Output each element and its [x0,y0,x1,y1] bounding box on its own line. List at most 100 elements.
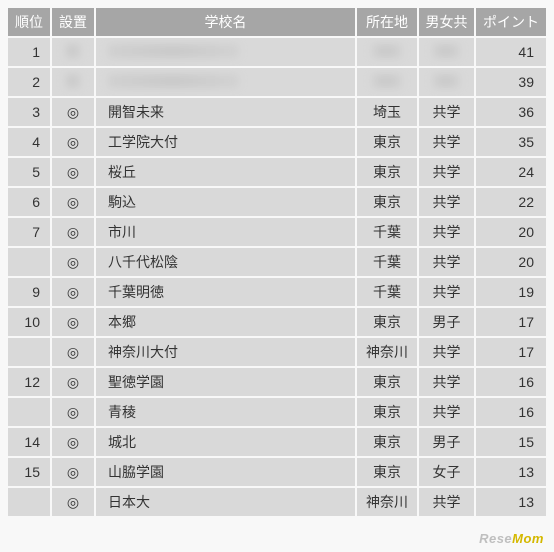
cell-name: 八千代松陰 [96,248,355,276]
cell-points: 16 [476,368,546,396]
cell-loc [357,38,417,66]
cell-rank [8,398,50,426]
cell-gender: 共学 [419,338,474,366]
cell-gender: 共学 [419,98,474,126]
cell-points: 41 [476,38,546,66]
cell-setup: ◎ [52,308,94,336]
cell-gender: 共学 [419,128,474,156]
cell-rank: 5 [8,158,50,186]
cell-rank: 2 [8,68,50,96]
header-points: ポイント [476,8,546,36]
cell-points: 13 [476,458,546,486]
cell-name: 市川 [96,218,355,246]
cell-loc: 東京 [357,398,417,426]
cell-setup: ◎ [52,398,94,426]
cell-loc: 東京 [357,458,417,486]
cell-name: 日本大 [96,488,355,516]
cell-loc: 東京 [357,428,417,456]
cell-rank: 1 [8,38,50,66]
table-row: ◎日本大神奈川共学13 [8,488,546,516]
cell-rank: 15 [8,458,50,486]
cell-gender: 共学 [419,368,474,396]
cell-points: 20 [476,248,546,276]
table-row: 4◎工学院大付東京共学35 [8,128,546,156]
header-loc: 所在地 [357,8,417,36]
cell-gender: 共学 [419,158,474,186]
table-body: 1412393◎開智未来埼玉共学364◎工学院大付東京共学355◎桜丘東京共学2… [8,38,546,516]
cell-points: 17 [476,308,546,336]
table-row: 14◎城北東京男子15 [8,428,546,456]
table-row: 2 39 [8,68,546,96]
cell-setup: ◎ [52,98,94,126]
ranking-table-wrap: 順位 設置 学校名 所在地 男女共 ポイント 1412393◎開智未来埼玉共学3… [0,0,554,524]
cell-loc [357,68,417,96]
cell-rank [8,488,50,516]
cell-points: 35 [476,128,546,156]
cell-loc: 東京 [357,188,417,216]
cell-points: 36 [476,98,546,126]
cell-gender: 共学 [419,278,474,306]
cell-name: 本郷 [96,308,355,336]
cell-name: 工学院大付 [96,128,355,156]
cell-name [96,38,355,66]
table-row: ◎八千代松陰千葉共学20 [8,248,546,276]
watermark-part2: Mom [512,531,544,546]
cell-name: 聖徳学園 [96,368,355,396]
cell-setup: ◎ [52,188,94,216]
header-name: 学校名 [96,8,355,36]
cell-setup: ◎ [52,218,94,246]
cell-rank: 4 [8,128,50,156]
table-row: 15◎山脇学園東京女子13 [8,458,546,486]
ranking-table: 順位 設置 学校名 所在地 男女共 ポイント 1412393◎開智未来埼玉共学3… [6,6,548,518]
cell-rank [8,248,50,276]
cell-setup: ◎ [52,428,94,456]
cell-setup: ◎ [52,458,94,486]
cell-loc: 東京 [357,158,417,186]
cell-rank: 12 [8,368,50,396]
table-row: ◎神奈川大付神奈川共学17 [8,338,546,366]
cell-loc: 神奈川 [357,338,417,366]
cell-name: 駒込 [96,188,355,216]
cell-name: 山脇学園 [96,458,355,486]
cell-points: 15 [476,428,546,456]
cell-setup: ◎ [52,128,94,156]
table-row: 9◎千葉明徳千葉共学19 [8,278,546,306]
cell-loc: 神奈川 [357,488,417,516]
table-row: 7◎市川千葉共学20 [8,218,546,246]
cell-gender [419,38,474,66]
cell-rank: 6 [8,188,50,216]
cell-points: 19 [476,278,546,306]
cell-loc: 東京 [357,308,417,336]
cell-points: 16 [476,398,546,426]
cell-gender [419,68,474,96]
table-row: 12◎聖徳学園東京共学16 [8,368,546,396]
table-row: 5◎桜丘東京共学24 [8,158,546,186]
cell-rank: 7 [8,218,50,246]
cell-name: 千葉明徳 [96,278,355,306]
header-gender: 男女共 [419,8,474,36]
table-row: ◎青稜東京共学16 [8,398,546,426]
cell-points: 39 [476,68,546,96]
cell-points: 22 [476,188,546,216]
cell-name: 開智未来 [96,98,355,126]
cell-setup [52,38,94,66]
cell-setup: ◎ [52,368,94,396]
cell-points: 20 [476,218,546,246]
cell-rank: 14 [8,428,50,456]
cell-points: 13 [476,488,546,516]
cell-loc: 千葉 [357,278,417,306]
table-row: 1 41 [8,38,546,66]
cell-name: 神奈川大付 [96,338,355,366]
header-rank: 順位 [8,8,50,36]
cell-name: 城北 [96,428,355,456]
cell-setup: ◎ [52,248,94,276]
cell-gender: 男子 [419,428,474,456]
cell-rank: 3 [8,98,50,126]
cell-loc: 埼玉 [357,98,417,126]
cell-points: 24 [476,158,546,186]
cell-setup: ◎ [52,488,94,516]
cell-name [96,68,355,96]
cell-rank: 10 [8,308,50,336]
watermark-part1: Rese [479,531,512,546]
table-row: 6◎駒込東京共学22 [8,188,546,216]
